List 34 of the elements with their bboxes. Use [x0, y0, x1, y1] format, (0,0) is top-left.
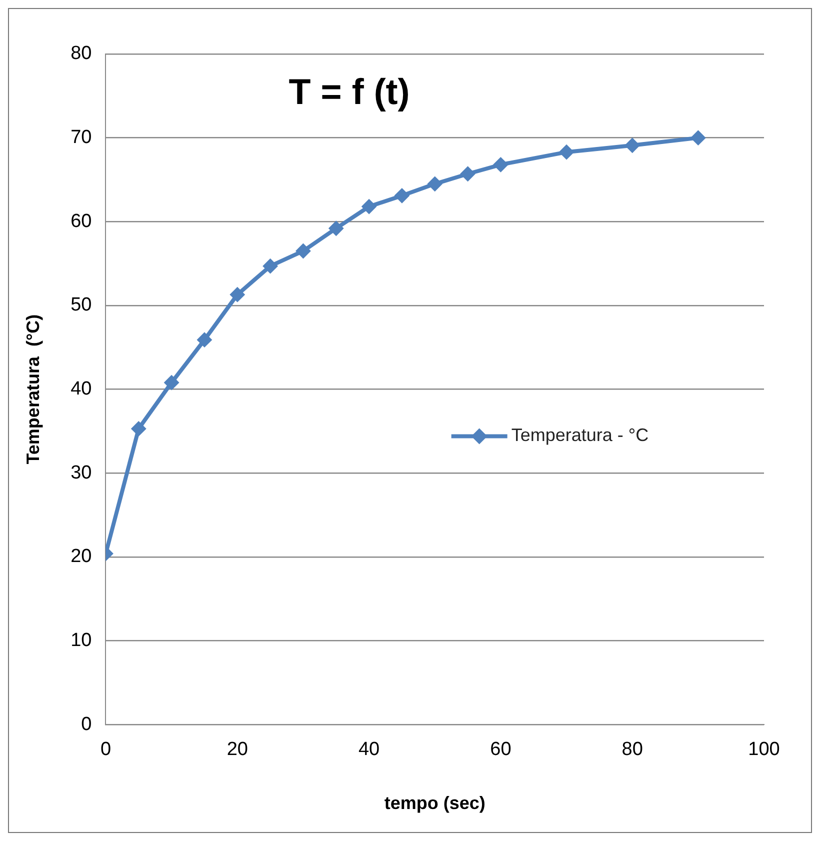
x-axis-title: tempo (sec) [384, 793, 486, 814]
y-axis-title: Temperatura (°C) [22, 314, 43, 464]
x-tick-label: 100 [748, 739, 780, 760]
x-tick-label: 80 [622, 739, 643, 760]
point [262, 258, 278, 274]
point [362, 199, 377, 214]
y-tick-label: 40 [70, 378, 92, 400]
x-tick-label: 20 [226, 739, 248, 760]
y-tick-label: 30 [70, 462, 92, 484]
point [624, 138, 640, 153]
y-tick-label: 50 [70, 294, 92, 316]
point [230, 287, 245, 302]
y-tick-label: 10 [70, 630, 92, 652]
text: T = f (t) [288, 70, 410, 112]
point [196, 332, 212, 348]
y-tick-label: 20 [70, 546, 92, 568]
point [559, 144, 574, 160]
point [493, 157, 508, 172]
y-tick-label: 60 [70, 210, 92, 232]
point [296, 243, 311, 258]
x-tick-label: 0 [100, 739, 112, 760]
y-tick-label: 0 [81, 714, 92, 735]
legend-label: Temperatura - °C [511, 425, 649, 446]
point [328, 220, 344, 236]
point [690, 130, 706, 146]
point [427, 176, 442, 192]
point [131, 421, 146, 436]
y-tick-label: 80 [70, 43, 92, 64]
point [394, 188, 410, 204]
point [164, 375, 180, 390]
y-tick-label: 70 [70, 127, 92, 148]
x-tick-label: 40 [358, 739, 380, 760]
point [460, 166, 476, 182]
x-tick-label: 60 [490, 739, 512, 760]
